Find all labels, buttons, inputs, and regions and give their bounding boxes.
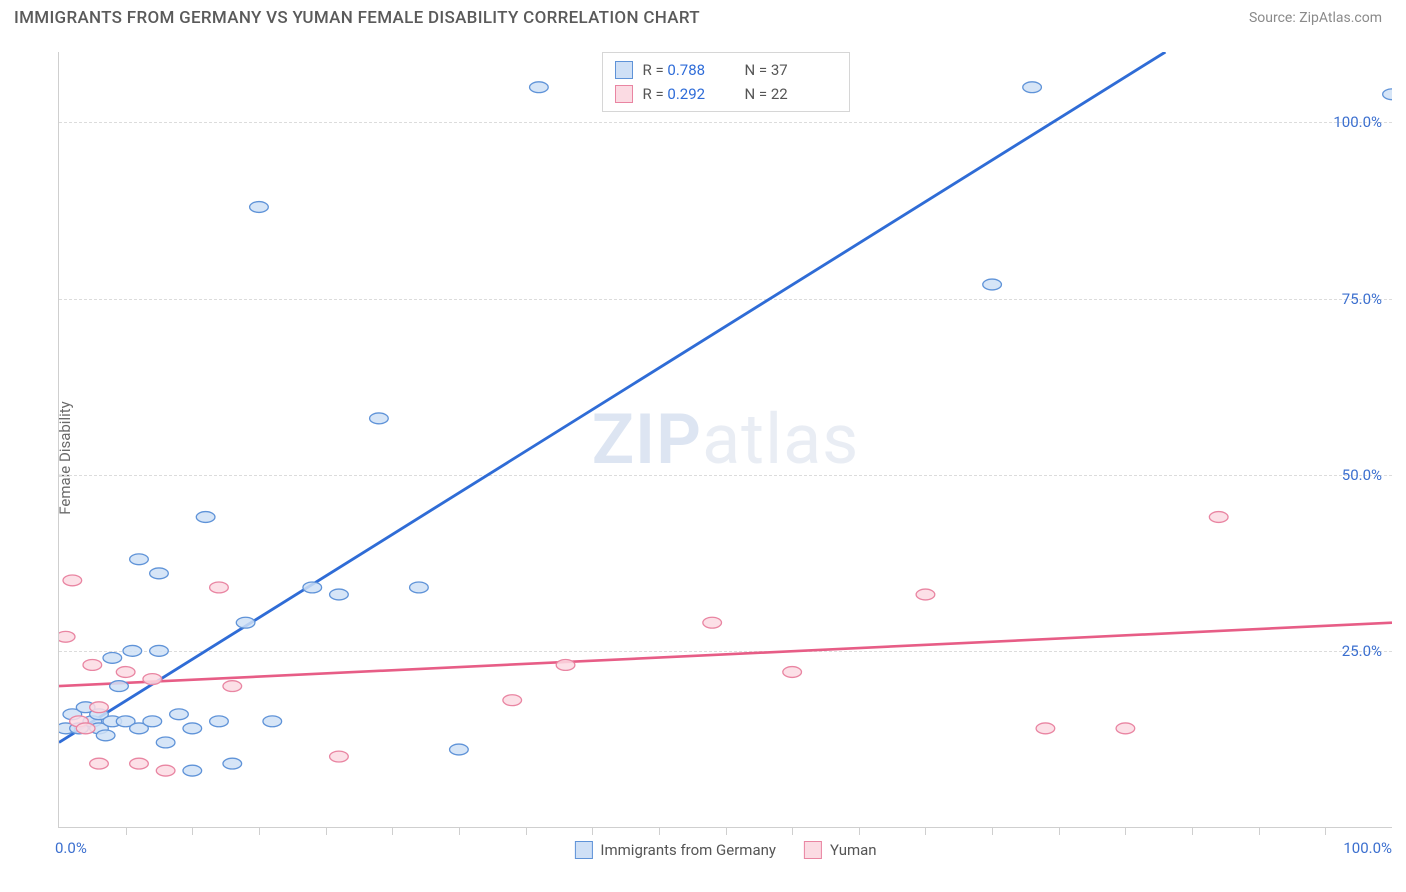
data-point bbox=[156, 737, 175, 748]
data-point bbox=[1023, 82, 1042, 93]
legend-n: N = 37 bbox=[745, 58, 837, 82]
x-tick bbox=[726, 827, 727, 835]
data-point bbox=[250, 202, 269, 213]
data-point bbox=[783, 667, 802, 678]
x-tick bbox=[192, 827, 193, 835]
x-tick bbox=[592, 827, 593, 835]
chart-container: Female Disability ZIPatlas R = 0.788N = … bbox=[14, 44, 1392, 872]
data-point bbox=[143, 716, 162, 727]
data-point bbox=[156, 765, 175, 776]
legend-series: Immigrants from Germany Yuman bbox=[574, 841, 876, 859]
data-point bbox=[183, 765, 202, 776]
data-point bbox=[370, 413, 389, 424]
chart-title: IMMIGRANTS FROM GERMANY VS YUMAN FEMALE … bbox=[14, 8, 700, 28]
data-point bbox=[530, 82, 549, 93]
x-tick bbox=[1059, 827, 1060, 835]
x-tick bbox=[1192, 827, 1193, 835]
data-point bbox=[130, 758, 149, 769]
legend-r: R = 0.788 bbox=[643, 58, 735, 82]
data-point bbox=[330, 751, 349, 762]
legend-n: N = 22 bbox=[745, 82, 837, 106]
data-point bbox=[703, 617, 722, 628]
x-tick bbox=[992, 827, 993, 835]
data-point bbox=[116, 667, 135, 678]
data-point bbox=[110, 681, 129, 692]
data-point bbox=[130, 554, 149, 565]
data-point bbox=[223, 758, 242, 769]
data-point bbox=[183, 723, 202, 734]
data-point bbox=[63, 575, 82, 586]
x-tick bbox=[259, 827, 260, 835]
data-point bbox=[150, 645, 169, 656]
x-tick-label-min: 0.0% bbox=[55, 839, 87, 857]
x-tick bbox=[126, 827, 127, 835]
data-point bbox=[196, 512, 215, 523]
data-point bbox=[76, 723, 95, 734]
data-point bbox=[1116, 723, 1135, 734]
data-point bbox=[150, 568, 169, 579]
data-point bbox=[236, 617, 255, 628]
data-point bbox=[90, 758, 109, 769]
data-point bbox=[503, 695, 522, 706]
data-point bbox=[96, 730, 115, 741]
data-point bbox=[210, 582, 229, 593]
legend-label: Yuman bbox=[830, 841, 877, 859]
data-point bbox=[303, 582, 322, 593]
legend-label: Immigrants from Germany bbox=[600, 841, 776, 859]
data-point bbox=[170, 709, 189, 720]
x-tick bbox=[1259, 827, 1260, 835]
source-label: Source: ZipAtlas.com bbox=[1249, 10, 1382, 26]
data-point bbox=[103, 652, 122, 663]
legend-swatch bbox=[615, 85, 633, 103]
x-tick bbox=[459, 827, 460, 835]
x-tick bbox=[792, 827, 793, 835]
legend-row: R = 0.788 N = 37 bbox=[615, 58, 837, 82]
data-point bbox=[210, 716, 229, 727]
x-tick bbox=[326, 827, 327, 835]
data-point bbox=[556, 660, 575, 671]
legend-swatch bbox=[615, 61, 633, 79]
data-point bbox=[143, 674, 162, 685]
plot-area: ZIPatlas R = 0.788N = 37R = 0.292N = 22 … bbox=[58, 52, 1392, 828]
data-point bbox=[450, 744, 469, 755]
data-point bbox=[263, 716, 282, 727]
data-point bbox=[1036, 723, 1055, 734]
legend-swatch bbox=[574, 841, 592, 859]
x-tick bbox=[859, 827, 860, 835]
trend-line bbox=[59, 623, 1392, 686]
x-tick-label-max: 100.0% bbox=[1343, 839, 1392, 857]
x-tick bbox=[659, 827, 660, 835]
data-point bbox=[1209, 512, 1228, 523]
legend-row: R = 0.292 N = 22 bbox=[615, 82, 837, 106]
x-tick bbox=[392, 827, 393, 835]
trend-line bbox=[59, 52, 1165, 742]
data-point bbox=[223, 681, 242, 692]
data-point bbox=[59, 631, 75, 642]
scatter-svg bbox=[59, 52, 1392, 827]
data-point bbox=[83, 660, 102, 671]
data-point bbox=[90, 702, 109, 713]
data-point bbox=[123, 645, 142, 656]
data-point bbox=[410, 582, 429, 593]
data-point bbox=[916, 589, 935, 600]
x-tick bbox=[925, 827, 926, 835]
data-point bbox=[330, 589, 349, 600]
legend-correlation: R = 0.788 N = 37 R = 0.292 N = 22 bbox=[602, 52, 850, 112]
legend-item: Immigrants from Germany bbox=[574, 841, 776, 859]
x-tick bbox=[1325, 827, 1326, 835]
data-point bbox=[1383, 89, 1392, 100]
legend-item: Yuman bbox=[804, 841, 877, 859]
data-point bbox=[983, 279, 1002, 290]
legend-r: R = 0.292 bbox=[643, 82, 735, 106]
x-tick bbox=[1125, 827, 1126, 835]
legend-swatch bbox=[804, 841, 822, 859]
x-tick bbox=[526, 827, 527, 835]
